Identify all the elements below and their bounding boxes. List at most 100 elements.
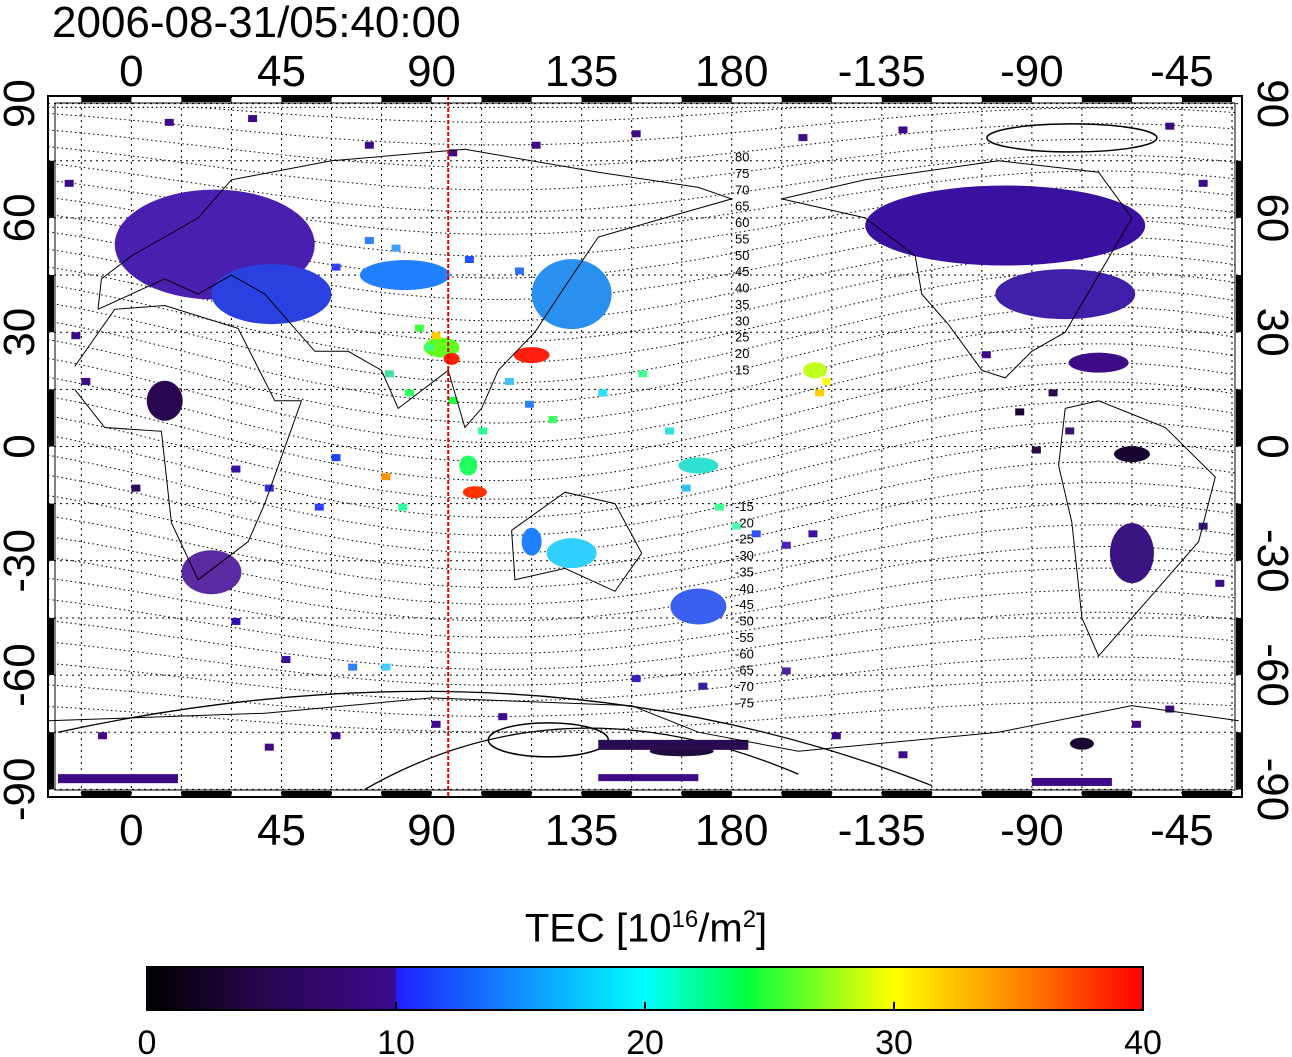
frame-bar [47, 617, 54, 676]
frame-bar [881, 791, 932, 798]
tec-pixel [831, 732, 841, 740]
tec-south-america [1109, 523, 1154, 584]
tec-pixel [314, 503, 324, 511]
tec-pixel [331, 263, 341, 271]
frame-bar [81, 791, 132, 798]
frame-bar [47, 732, 54, 790]
frame-bar [481, 95, 532, 102]
lat-tick-label-right: 90 [1248, 79, 1292, 128]
contour-label: -15 [735, 499, 754, 514]
south-oval-contour-inner [364, 727, 799, 790]
tec-pixel [1198, 179, 1208, 187]
frame-bar [1081, 95, 1132, 102]
tec-pixel [1015, 408, 1025, 416]
north-pole-contour [986, 123, 1158, 153]
tec-pixel [71, 332, 81, 340]
contour-label: -45 [735, 597, 754, 612]
frame-bar [681, 791, 732, 798]
contour-labels: 8075706560555045403530252015-15-20-25-30… [735, 150, 754, 711]
tec-pixel [751, 530, 761, 538]
tec-pixel [381, 663, 391, 671]
lon-tick-label-bottom: -90 [1000, 806, 1064, 855]
lon-tick-label-bottom: 135 [545, 806, 618, 855]
lat-tick-label-right: 0 [1248, 434, 1292, 458]
magnetic-contour-line [47, 461, 1236, 554]
tec-pixel [504, 377, 514, 385]
frame-bar [1181, 95, 1232, 102]
magnetic-contour-line [47, 440, 1236, 536]
tec-pixel [381, 473, 391, 481]
contour-label: -55 [735, 630, 754, 645]
magnetic-contour-line [47, 400, 1236, 500]
frame-bar [1236, 160, 1243, 218]
tec-pixel [598, 389, 608, 397]
contour-label: 35 [735, 297, 749, 312]
tec-pixel [524, 400, 534, 408]
contour-label: -25 [735, 532, 754, 547]
frame-bar [381, 95, 432, 102]
tec-sumatra [459, 455, 478, 476]
tec-west-australia [521, 527, 542, 556]
lat-tick-label-right: -60 [1248, 643, 1292, 707]
tec-pixel [281, 656, 291, 664]
tec-caribbean [1068, 352, 1129, 373]
tec-pixel [898, 751, 908, 759]
tec-pixel [514, 267, 524, 275]
tec-pixel [248, 115, 258, 123]
tec-pixel [1215, 579, 1225, 587]
tec-pixel [698, 682, 708, 690]
lon-tick-label-top: -45 [1150, 47, 1214, 96]
magnetic-contour-line [47, 107, 1236, 146]
tec-pixel [815, 389, 825, 397]
tec-pixel [898, 126, 908, 134]
colorbar-tick-label: 40 [1124, 1024, 1162, 1057]
tec-usa [995, 269, 1136, 320]
lat-tick-label-left: -90 [0, 758, 44, 822]
tec-pixel [64, 179, 74, 187]
magnetic-contour-line [47, 589, 1236, 654]
magnetic-contour-line [47, 656, 1236, 702]
contour-label: 30 [735, 313, 749, 328]
frame-bar [1081, 791, 1132, 798]
tec-pixel [638, 370, 648, 378]
magnetic-contour-line [47, 679, 1236, 717]
coastline [511, 491, 643, 592]
tec-pixel [1198, 522, 1208, 530]
tec-pixel [498, 713, 508, 721]
tec-pixel [348, 663, 358, 671]
tec-pixel [448, 149, 458, 157]
lon-tick-label-top: 0 [119, 47, 143, 96]
contour-label: 60 [735, 215, 749, 230]
tec-amazon [1113, 446, 1150, 463]
tec-hawaii [803, 362, 828, 379]
tec-south-strip [1031, 777, 1112, 786]
magnetic-contour-line [47, 545, 1236, 622]
contour-label: 50 [735, 248, 749, 263]
tec-pixel [81, 377, 91, 385]
tec-antarctic-peninsula [1069, 737, 1094, 750]
tec-pixel [781, 667, 791, 675]
tec-pixel [1065, 427, 1075, 435]
frame-bar [881, 95, 932, 102]
tec-pacific-islands [678, 457, 719, 474]
lon-tick-label-bottom: 0 [119, 806, 143, 855]
tec-pixel [431, 332, 441, 340]
tec-pixel [981, 351, 991, 359]
frame-bar [781, 95, 832, 102]
lon-tick-label-top: -90 [1000, 47, 1064, 96]
magnetic-contour-line [47, 381, 1236, 482]
tec-pixel [631, 675, 641, 683]
tec-pixel [808, 530, 818, 538]
contour-label: 70 [735, 182, 749, 197]
frame-bar [1236, 389, 1243, 447]
tec-pixel [478, 427, 488, 435]
tec-south-strip [598, 774, 699, 782]
tec-pixel [264, 743, 274, 751]
tec-pixel [715, 503, 725, 511]
tec-south-africa [181, 550, 242, 595]
tec-pixel [264, 484, 274, 492]
tec-pixel [231, 465, 241, 473]
tec-pixel [98, 732, 108, 740]
frame-bar [981, 791, 1032, 798]
magnetic-contour-line [47, 154, 1236, 213]
